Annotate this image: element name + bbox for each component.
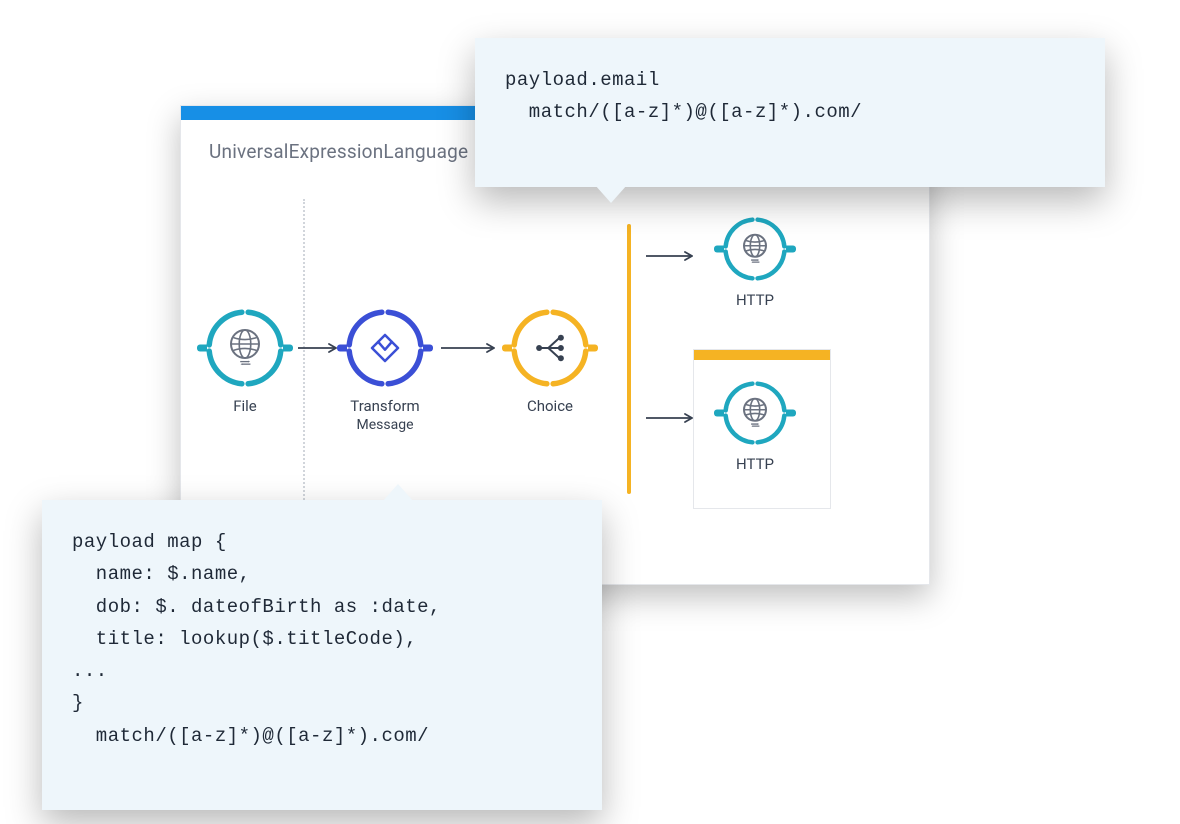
connector-right: [588, 345, 598, 352]
connector-right: [283, 345, 293, 352]
node-label: HTTP: [723, 291, 787, 311]
flow-arrow: [644, 248, 702, 267]
connector-left: [714, 410, 724, 417]
node-http-1[interactable]: HTTP: [723, 217, 787, 311]
connector-right: [786, 246, 796, 253]
flow-arrow: [439, 340, 504, 359]
globe-icon: [742, 397, 768, 430]
flow-arrow: [296, 340, 346, 359]
node-file[interactable]: File: [206, 309, 284, 417]
connector-right: [786, 410, 796, 417]
flow-arrow: [644, 410, 702, 429]
connector-right: [423, 345, 433, 352]
branch-header: [694, 350, 830, 360]
node-http-2[interactable]: HTTP: [723, 381, 787, 475]
section-divider: [303, 199, 305, 519]
node-label: HTTP: [723, 455, 787, 475]
node-sublabel: Message: [346, 417, 424, 433]
node-transform[interactable]: Transform Message: [346, 309, 424, 433]
globe-icon: [742, 233, 768, 266]
node-label: Transform: [346, 397, 424, 417]
connector-left: [197, 345, 207, 352]
choice-route-bar: [627, 224, 631, 494]
tooltip-expression-email: payload.email match/([a-z]*)@([a-z]*).co…: [475, 38, 1105, 187]
tooltip-expression-map: payload map { name: $.name, dob: $. date…: [42, 500, 602, 810]
diamond-icon: [368, 331, 402, 365]
node-label: Choice: [511, 397, 589, 417]
globe-icon: [229, 328, 261, 368]
connector-left: [714, 246, 724, 253]
node-label: File: [206, 397, 284, 417]
node-choice[interactable]: Choice: [511, 309, 589, 417]
tooltip-tail: [595, 185, 627, 203]
tooltip-tail: [382, 484, 414, 502]
router-icon: [533, 331, 567, 365]
